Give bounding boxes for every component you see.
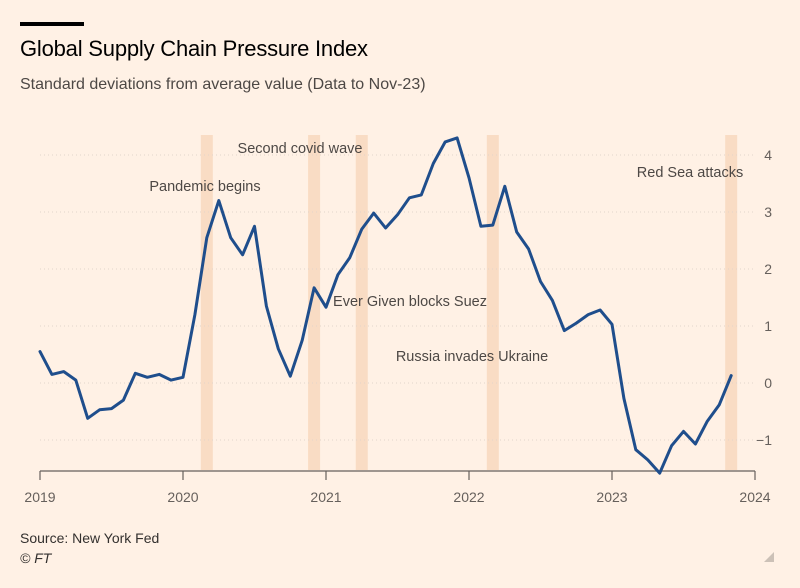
y-tick-label: 3 <box>764 204 772 220</box>
event-label: Pandemic begins <box>149 179 260 195</box>
event-label: Second covid wave <box>238 141 363 157</box>
event-label: Russia invades Ukraine <box>396 349 548 365</box>
brand-bar <box>20 22 84 26</box>
y-tick-label: 0 <box>764 375 772 391</box>
event-band-4 <box>725 135 738 470</box>
event-label: Red Sea attacks <box>637 165 743 181</box>
y-tick-label: 4 <box>764 147 772 163</box>
event-band-0 <box>200 135 213 470</box>
x-tick-label: 2024 <box>739 489 770 505</box>
y-tick-label: 1 <box>764 318 772 334</box>
series-line <box>38 136 733 475</box>
x-tick-label: 2021 <box>310 489 341 505</box>
x-tick-label: 2022 <box>453 489 484 505</box>
event-label: Ever Given blocks Suez <box>333 294 487 310</box>
x-tick-label: 2023 <box>596 489 627 505</box>
event-labels: Pandemic begins Second covid wave Ever Giv… <box>149 141 743 365</box>
copyright-note: © FT <box>20 550 52 566</box>
event-band-3 <box>486 135 499 470</box>
x-tick-label: 2019 <box>24 489 55 505</box>
y-axis-tick-labels: −1 0 1 2 3 4 <box>756 147 772 448</box>
y-tick-label: 2 <box>764 261 772 277</box>
chart-title: Global Supply Chain Pressure Index <box>20 36 368 61</box>
corner-marker <box>764 552 774 562</box>
y-tick-label: −1 <box>756 432 772 448</box>
x-axis: 2019 2020 2021 2022 2023 2024 <box>24 470 771 505</box>
x-tick-label: 2020 <box>167 489 198 505</box>
event-band-1 <box>308 135 321 470</box>
event-band-2 <box>355 135 368 470</box>
chart-subtitle: Standard deviations from average value (… <box>20 76 426 93</box>
source-note: Source: New York Fed <box>20 530 160 546</box>
